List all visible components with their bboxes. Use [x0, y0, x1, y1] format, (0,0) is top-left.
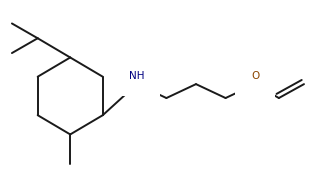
Text: NH: NH — [129, 70, 145, 81]
Text: O: O — [251, 71, 259, 81]
